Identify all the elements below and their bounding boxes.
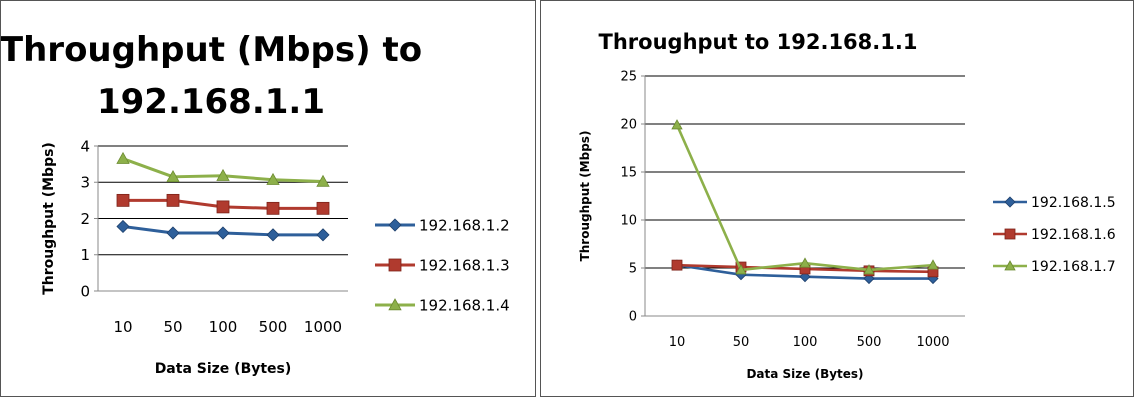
y-tick-label: 2 [80,210,90,228]
legend-marker [388,298,402,311]
legend-marker [1004,228,1016,240]
chart-title-line: Throughput (Mbps) to [1,30,422,70]
y-tick-label: 20 [620,118,637,133]
x-tick-label: 100 [209,318,238,336]
y-tick-label: 1 [80,246,90,264]
data-point [266,172,280,185]
series-line-3 [675,124,934,272]
x-tick-label: 500 [259,318,288,336]
data-point [316,201,330,215]
x-tick-label: 10 [113,318,132,336]
data-point [166,193,180,207]
y-axis-label: Throughput (Mbps) [578,131,592,262]
y-tick-label: 0 [80,282,90,300]
data-point [266,201,280,215]
y-tick-label: 0 [629,310,637,325]
data-point [671,259,683,271]
data-point [799,257,811,268]
legend-label: 192.168.1.4 [419,296,510,314]
legend-marker [1004,196,1016,208]
data-point [216,226,230,240]
y-tick-label: 3 [80,174,90,192]
data-point [166,226,180,240]
x-tick-label: 1000 [304,318,342,336]
chart-left-svg: Throughput (Mbps) to 192.168.1.1 0 1 2 3 4 10 50… [1,30,510,377]
legend-marker [388,258,402,272]
x-tick-label: 1000 [916,335,949,350]
chart-panel-right: Throughput to 192.168.1.1 0 5 10 15 20 25 10 50 1… [540,0,1134,397]
y-tick-label: 10 [620,214,637,229]
data-point [116,219,130,234]
data-point [266,228,280,242]
chart-title-line: 192.168.1.1 [97,82,325,122]
y-tick-label: 25 [620,70,637,85]
y-tick-label: 5 [629,262,637,277]
x-axis-label: Data Size (Bytes) [746,367,863,381]
chart-panel-left: Throughput (Mbps) to 192.168.1.1 0 1 2 3 4 10 50… [0,0,536,397]
legend-marker [1004,260,1016,271]
chart-title-line: Throughput to 192.168.1.1 [599,30,918,54]
y-tick-label: 4 [80,137,90,155]
legend-label: 192.168.1.7 [1031,259,1116,275]
x-tick-label: 500 [857,335,882,350]
data-point [166,169,180,183]
x-tick-label: 10 [669,335,686,350]
data-point [116,193,130,207]
legend-label: 192.168.1.6 [1031,227,1116,243]
legend-marker [388,218,402,232]
data-point [735,264,747,275]
y-tick-label: 15 [620,166,637,181]
legend-label: 192.168.1.3 [419,256,510,274]
data-point [863,264,875,275]
data-point [316,228,330,242]
x-axis-label: Data Size (Bytes) [155,361,292,377]
data-point [316,174,330,187]
data-point [671,119,683,130]
x-tick-label: 50 [733,335,750,350]
chart-right-svg: Throughput to 192.168.1.1 0 5 10 15 20 25 10 50 1… [578,30,1116,381]
data-point [216,200,230,214]
data-point [116,151,130,164]
data-point [216,168,230,181]
legend-label: 192.168.1.2 [419,216,510,234]
data-point [927,259,939,270]
x-tick-label: 100 [793,335,818,350]
x-tick-label: 50 [163,318,182,336]
y-axis-label: Throughput (Mbps) [41,142,57,295]
legend-label: 192.168.1.5 [1031,195,1116,211]
